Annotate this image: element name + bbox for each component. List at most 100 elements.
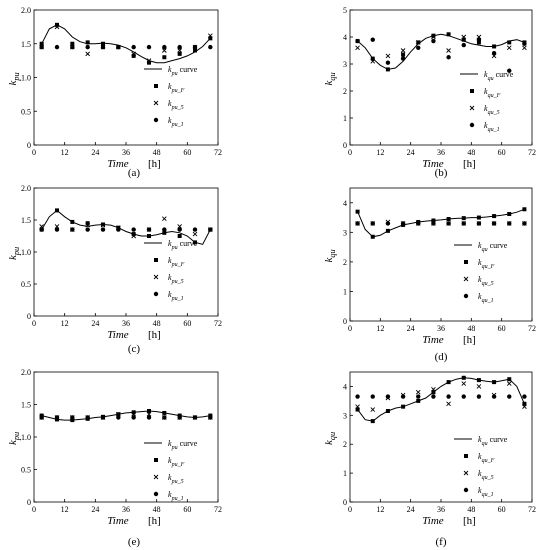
data-point-cross [162, 216, 167, 222]
data-point-square [131, 410, 136, 415]
legend-label: kqu curve [478, 435, 508, 447]
data-point-cross [39, 224, 44, 229]
data-point-square [39, 41, 44, 46]
x-tick-label: 72 [528, 324, 536, 333]
data-point-square [177, 234, 182, 238]
x-tick-label: 24 [407, 505, 415, 514]
series-line-k_qu curve [357, 208, 525, 238]
y-axis-label: kqu [323, 432, 337, 445]
chart-panel-a: 0 12 24 36 48 60 72 0 0.5 1.0 1.5 2.0 Time [h] kpu kpu … [7, 6, 222, 179]
data-point-square [476, 215, 481, 220]
data-point-cross [192, 231, 198, 237]
data-point-dot [177, 44, 182, 50]
x-tick-label: 12 [61, 148, 69, 157]
data-point-square [401, 404, 406, 409]
data-point-dot [461, 42, 466, 48]
legend-label: kqu_5 [484, 104, 500, 116]
legend-dot-icon [463, 487, 469, 493]
data-point-square [492, 380, 497, 385]
data-point-cross [506, 45, 512, 51]
legend-dot-icon [153, 491, 159, 497]
chart-panel-e: 0 12 24 36 48 60 72 0 0.5 1.0 1.5 2.0 Time [h] kpu kpu … [7, 368, 222, 548]
y-axis-label: kqu [323, 249, 337, 262]
chart-panel-c: 0 12 24 36 48 60 72 0 0.5 1.0 1.5 2.0 Time [h] kpu kpu … [7, 184, 222, 355]
data-point-dot [85, 415, 90, 420]
legend: kpu curve kpu_F kpu_5 kpu_1 [144, 239, 198, 302]
y-tick-label: 1.5 [21, 40, 31, 49]
data-point-dot [100, 415, 106, 420]
data-point-dot [85, 44, 90, 50]
data-point-cross [85, 51, 90, 57]
data-point-square [401, 52, 406, 57]
y-tick-label: 0 [343, 498, 347, 507]
panel-label: (e) [128, 536, 141, 548]
y-axis-label: kpu [7, 247, 21, 260]
data-point-cross [162, 48, 167, 53]
data-point-dot [100, 44, 106, 50]
x-tick-label: 72 [528, 505, 536, 514]
legend-square-icon [470, 89, 474, 93]
data-point-square [55, 22, 59, 27]
y-tick-label: 1 [343, 114, 347, 123]
data-point-dot [370, 221, 375, 226]
data-point-square [85, 221, 90, 226]
x-tick-label: 60 [498, 324, 506, 333]
data-point-dot [54, 415, 60, 420]
data-point-cross [355, 404, 360, 409]
data-point-dot [416, 45, 421, 50]
data-point-square [55, 208, 59, 213]
legend-dot-icon [463, 293, 469, 299]
data-point-square [177, 51, 182, 56]
legend-cross-icon [153, 474, 159, 480]
data-point-dot [116, 44, 121, 50]
x-tick-label: 12 [376, 148, 384, 157]
y-tick-label: 3 [343, 228, 347, 237]
data-point-dot [522, 221, 527, 226]
y-tick-label: 4 [343, 382, 347, 391]
data-point-dot [131, 415, 136, 420]
data-point-dot [400, 56, 406, 61]
data-point-cross [446, 48, 451, 53]
data-point-square [385, 409, 390, 413]
data-point-cross [355, 45, 360, 51]
legend: kqu curve kqu_F kqu_5 kqu_1 [454, 241, 508, 304]
plot-frame [33, 187, 219, 317]
y-tick-label: 0 [343, 141, 347, 150]
y-tick-label: 4 [343, 33, 347, 42]
x-tick-label: 36 [437, 505, 445, 514]
y-tick-label: 1.0 [21, 248, 31, 257]
data-point-dot [476, 37, 482, 42]
data-point-cross [131, 411, 136, 417]
data-point-cross [54, 24, 60, 30]
data-point-square [101, 222, 105, 227]
x-tick-label: 12 [61, 319, 69, 328]
data-point-dot [416, 394, 421, 399]
data-point-dot [507, 221, 512, 226]
data-point-square [208, 36, 213, 41]
series-line-k_pu curve [41, 24, 211, 64]
legend-label: kpu_1 [168, 490, 184, 502]
legend-dot-icon [153, 291, 159, 297]
data-point-square [461, 216, 466, 221]
series-line-k_qu curve [357, 377, 525, 422]
y-tick-label: 1 [343, 287, 347, 296]
data-point-square [70, 418, 75, 423]
data-point-dot [70, 227, 75, 232]
legend-label: kpu_5 [168, 473, 184, 485]
data-point-square [162, 230, 167, 235]
data-point-cross [177, 224, 182, 229]
data-point-dot [39, 227, 44, 232]
data-point-dot [431, 221, 436, 226]
data-point-square [507, 212, 512, 217]
data-point-dot [491, 221, 497, 226]
data-point-dot [131, 227, 136, 232]
x-axis-label: Time [107, 329, 129, 341]
data-point-dot [177, 415, 182, 420]
data-point-cross [415, 389, 421, 395]
data-point-cross [431, 387, 436, 392]
data-point-square [131, 232, 136, 237]
x-tick-label: 72 [214, 319, 222, 328]
legend-dot-icon [469, 122, 475, 128]
legend-label: kpu_1 [168, 116, 184, 128]
